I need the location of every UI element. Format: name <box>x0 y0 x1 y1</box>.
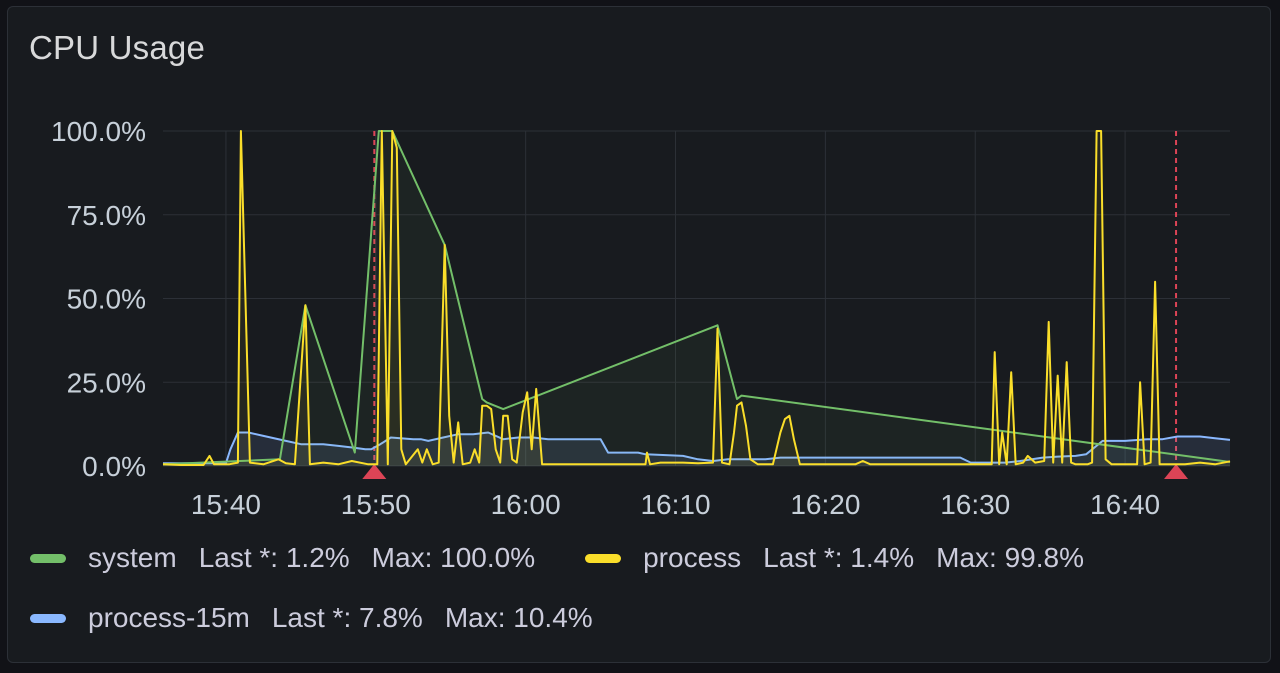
x-tick-label: 15:50 <box>341 489 411 520</box>
legend-last-value: Last *: 7.8% <box>271 602 423 633</box>
panel-title[interactable]: CPU Usage <box>29 29 206 66</box>
y-tick-label: 0.0% <box>82 451 146 482</box>
legend-last-value: Last *: 1.2% <box>198 542 350 573</box>
legend-max-value: Max: 99.8% <box>936 542 1084 573</box>
x-tick-label: 16:20 <box>790 489 860 520</box>
legend-series-name[interactable]: system <box>88 542 177 573</box>
y-tick-label: 75.0% <box>67 200 146 231</box>
legend-swatch-process-15m <box>30 613 66 623</box>
x-tick-label: 16:30 <box>940 489 1010 520</box>
x-tick-label: 16:40 <box>1090 489 1160 520</box>
legend-item-system[interactable]: system Last *: 1.2% Max: 100.0% <box>30 542 557 574</box>
x-tick-label: 15:40 <box>191 489 261 520</box>
legend-item-process-15m[interactable]: process-15m Last *: 7.8% Max: 10.4% <box>30 602 615 634</box>
axis-labels: 0.0% 25.0% 50.0% 75.0% 100.0% 15:40 15:50 16:00… <box>51 116 1160 520</box>
legend-max-value: Max: 10.4% <box>444 602 593 633</box>
legend-row-2: process-15m Last *: 7.8% Max: 10.4% <box>30 588 1260 648</box>
legend-last-value: Last *: 1.4% <box>763 542 915 573</box>
x-tick-label: 16:00 <box>491 489 561 520</box>
annotation-marker <box>1164 464 1189 479</box>
y-tick-label: 100.0% <box>51 116 146 147</box>
legend: system Last *: 1.2% Max: 100.0% process … <box>30 528 1260 648</box>
legend-max-value: Max: 100.0% <box>371 542 536 573</box>
y-tick-label: 50.0% <box>67 284 146 315</box>
x-tick-label: 16:10 <box>640 489 710 520</box>
legend-swatch-system <box>30 553 66 563</box>
legend-swatch-process <box>585 553 622 563</box>
legend-row-1: system Last *: 1.2% Max: 100.0% process … <box>30 528 1260 588</box>
legend-series-name[interactable]: process <box>643 542 742 573</box>
series-line-system <box>162 130 1231 466</box>
legend-series-name[interactable]: process-15m <box>88 602 250 633</box>
y-tick-label: 25.0% <box>67 367 146 398</box>
grid-lines <box>163 130 1230 467</box>
series-line-process <box>162 130 1231 466</box>
legend-item-process[interactable]: process Last *: 1.4% Max: 99.8% <box>585 542 1106 574</box>
annotation-marker <box>362 464 387 479</box>
series-line-process-15m <box>163 431 1231 465</box>
cpu-usage-panel: CPU Usage <box>7 6 1271 663</box>
series-lines <box>162 130 1231 466</box>
